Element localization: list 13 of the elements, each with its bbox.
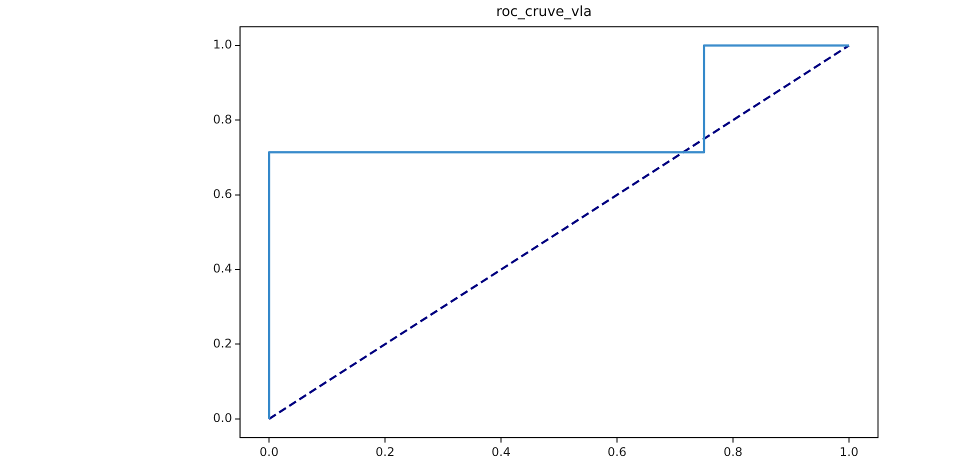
y-tick-label: 0.8 (212, 112, 232, 126)
y-tick-label: 0.6 (212, 186, 232, 201)
x-tick-label: 0.6 (607, 444, 627, 459)
y-tick-label: 0.2 (212, 336, 232, 350)
chart-title: roc_cruve_vla (496, 4, 592, 20)
y-tick-label: 1.0 (212, 38, 232, 52)
x-tick-label: 0.0 (260, 444, 279, 459)
x-tick-label: 0.4 (492, 444, 511, 459)
y-tick-label: 0.0 (212, 411, 232, 426)
x-tick-label: 1.0 (839, 444, 859, 459)
x-tick-label: 0.2 (376, 444, 395, 459)
x-tick-label: 0.8 (723, 444, 743, 459)
y-tick-label: 0.4 (212, 262, 232, 276)
